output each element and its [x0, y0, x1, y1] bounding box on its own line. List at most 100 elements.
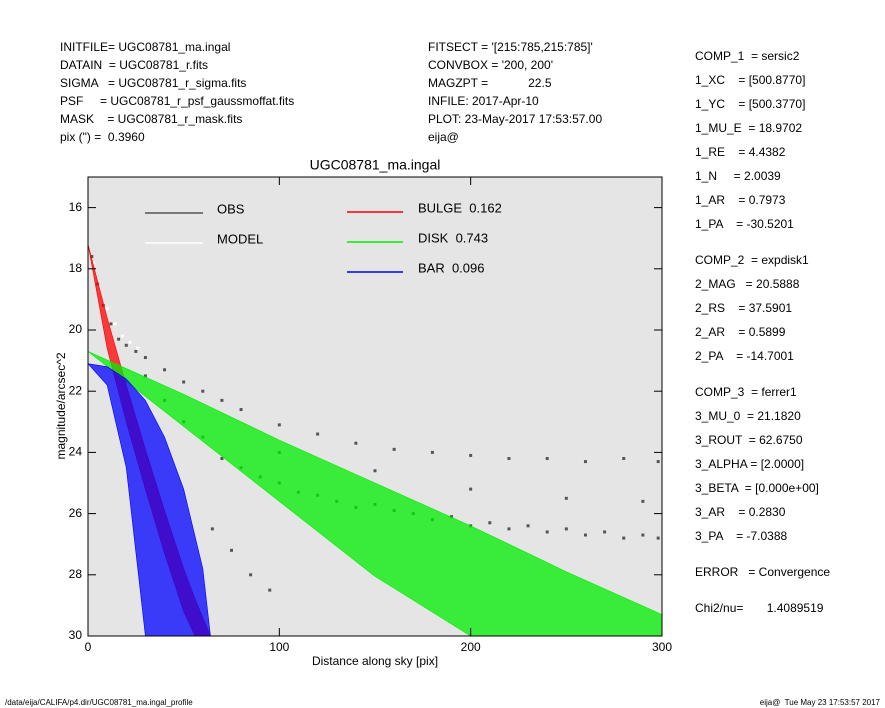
- legend-label: DISK 0.743: [418, 230, 488, 245]
- data-point: [182, 380, 186, 384]
- data-point: [134, 349, 138, 353]
- data-point: [622, 536, 626, 540]
- param-line: COMP_1 = sersic2: [695, 49, 800, 63]
- info-mid-line: PLOT: 23-May-2017 17:53:57.00: [428, 112, 602, 126]
- legend-label: OBS: [217, 201, 245, 216]
- param-line: ERROR = Convergence: [695, 565, 830, 579]
- info-mid-line: MAGZPT = 22.5: [428, 76, 552, 90]
- data-point: [656, 460, 660, 464]
- data-point: [656, 536, 660, 540]
- data-point: [603, 530, 607, 534]
- y-tick-label: 26: [69, 506, 83, 520]
- x-tick-label: 100: [269, 640, 289, 654]
- data-point: [143, 356, 147, 360]
- data-point: [450, 515, 454, 519]
- footer-stamp: eija@ Tue May 23 17:53:57 2017: [760, 698, 881, 707]
- legend-label: BAR 0.096: [418, 260, 485, 275]
- info-left-line: SIGMA = UGC08781_r_sigma.fits: [60, 76, 246, 90]
- data-point: [488, 521, 492, 525]
- param-line: 1_RE = 4.4382: [695, 145, 786, 159]
- data-point: [97, 285, 101, 289]
- data-point: [526, 524, 530, 528]
- data-point: [507, 457, 511, 461]
- param-line: 3_AR = 0.2830: [695, 505, 786, 519]
- y-tick-label: 22: [69, 383, 83, 397]
- data-point: [392, 447, 396, 451]
- data-point: [373, 469, 377, 473]
- param-line: 1_N = 2.0039: [695, 169, 781, 183]
- param-line: 3_PA = -7.0388: [695, 529, 788, 543]
- info-left-line: pix (") = 0.3960: [60, 130, 145, 144]
- y-tick-label: 24: [69, 445, 83, 459]
- param-line: COMP_2 = expdisk1: [695, 253, 809, 267]
- y-tick-label: 16: [69, 200, 83, 214]
- param-line: 3_MU_0 = 21.1820: [695, 409, 801, 423]
- data-point: [201, 389, 205, 393]
- y-tick-label: 28: [69, 567, 83, 581]
- x-tick-label: 300: [652, 640, 672, 654]
- data-point: [120, 334, 124, 338]
- data-point: [92, 261, 96, 265]
- info-mid-line: CONVBOX = '200, 200': [428, 58, 553, 72]
- param-line: 1_XC = [500.8770]: [695, 73, 805, 87]
- data-point: [641, 499, 645, 503]
- data-point: [545, 530, 549, 534]
- data-point: [354, 441, 358, 445]
- param-line: 1_AR = 0.7973: [695, 193, 786, 207]
- param-line: Chi2/nu= 1.4089519: [695, 601, 824, 615]
- param-line: 1_PA = -30.5201: [695, 217, 794, 231]
- x-axis-label: Distance along sky [pix]: [312, 654, 438, 668]
- info-left-line: PSF = UGC08781_r_psf_gaussmoffat.fits: [60, 94, 294, 108]
- data-point: [583, 533, 587, 537]
- data-point: [124, 343, 128, 347]
- model-band: [88, 363, 211, 636]
- y-tick-label: 18: [69, 261, 83, 275]
- data-point: [220, 457, 224, 461]
- data-point: [564, 496, 568, 500]
- data-point: [220, 398, 224, 402]
- param-line: 2_MAG = 20.5888: [695, 277, 800, 291]
- data-point: [230, 548, 233, 552]
- plot-area: [88, 244, 662, 636]
- y-tick-label: 30: [69, 628, 83, 642]
- data-point: [268, 588, 272, 592]
- info-mid-line: FITSECT = '[215:785,215:785]': [428, 40, 593, 54]
- legend-label: BULGE 0.162: [418, 200, 502, 215]
- data-point: [109, 322, 113, 326]
- info-mid-line: eija@: [428, 130, 459, 144]
- y-axis-label: magnitude/arcsec^2: [54, 352, 68, 459]
- data-point: [545, 457, 549, 461]
- data-point: [239, 408, 243, 412]
- data-point: [507, 527, 511, 531]
- x-tick-label: 0: [85, 640, 92, 654]
- param-line: 1_MU_E = 18.9702: [695, 121, 802, 135]
- y-tick-label: 20: [69, 322, 83, 336]
- data-point: [430, 450, 434, 454]
- chart-title: UGC08781_ma.ingal: [310, 157, 441, 173]
- data-point: [105, 307, 109, 311]
- data-point: [564, 527, 568, 531]
- data-point: [469, 487, 473, 491]
- data-point: [622, 457, 626, 461]
- data-point: [113, 322, 117, 326]
- data-point: [641, 533, 645, 537]
- plot-frame: [87, 176, 663, 637]
- x-tick-label: 200: [461, 640, 481, 654]
- param-line: 3_BETA = [0.000e+00]: [695, 481, 819, 495]
- param-line: 2_AR = 0.5899: [695, 325, 786, 339]
- info-left-line: MASK = UGC08781_r_mask.fits: [60, 112, 242, 126]
- param-line: COMP_3 = ferrer1: [695, 385, 797, 399]
- legend-label: MODEL: [217, 231, 263, 246]
- param-line: 3_ALPHA = [2.0000]: [695, 457, 804, 471]
- data-point: [136, 346, 140, 350]
- data-point: [90, 255, 94, 259]
- data-point: [210, 527, 214, 531]
- info-mid-line: INFILE: 2017-Apr-10: [428, 94, 539, 108]
- footer-path: /data/eija/CALIFA/p4.dir/UGC08781_ma.ing…: [5, 698, 193, 707]
- data-point: [128, 340, 132, 344]
- data-point: [163, 368, 167, 372]
- data-point: [277, 423, 281, 427]
- param-line: 3_ROUT = 62.6750: [695, 433, 803, 447]
- data-point: [583, 460, 587, 464]
